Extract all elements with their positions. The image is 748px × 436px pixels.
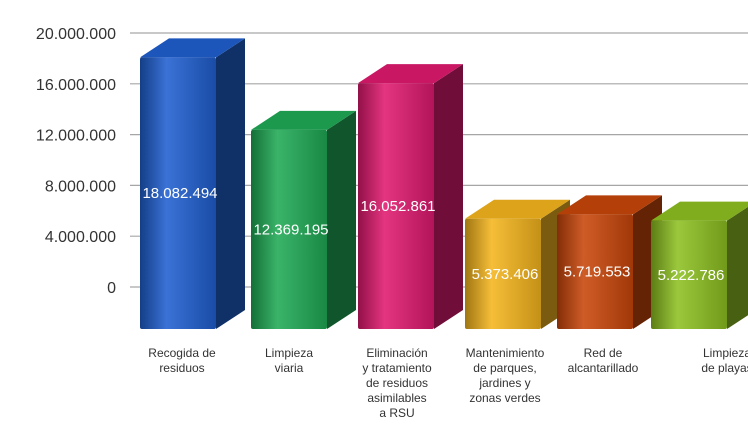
- bars: [140, 38, 748, 329]
- data-label: 18.082.494: [142, 185, 217, 202]
- data-label: 12.369.195: [253, 221, 328, 238]
- bar: [140, 38, 245, 329]
- y-tick-label: 8.000.000: [45, 178, 116, 195]
- y-tick-label: 0: [107, 280, 116, 297]
- data-label: 5.222.786: [658, 267, 725, 284]
- y-tick-label: 12.000.000: [36, 128, 116, 145]
- y-axis-ticks: 0 4.000.000 8.000.000 12.000.000 16.000.000 2…: [36, 26, 116, 297]
- category-labels: Recogida de residuos Limpieza viaria Elimina…: [148, 346, 748, 420]
- bar: [465, 199, 570, 329]
- bar: [557, 195, 662, 329]
- category-label: Mantenimiento de parques, jardines y zonas …: [466, 346, 545, 405]
- data-labels: 18.082.494 12.369.195 16.052.861 5.373.406 5…: [142, 185, 724, 284]
- data-label: 5.719.553: [564, 264, 631, 281]
- bar: [358, 64, 463, 329]
- category-label: Recogida de residuos: [148, 346, 216, 375]
- category-label: Eliminación y tratamiento de residuos asimi…: [362, 346, 432, 420]
- category-label: Limpieza de playas: [701, 346, 748, 375]
- data-label: 5.373.406: [472, 266, 539, 283]
- y-tick-label: 16.000.000: [36, 77, 116, 94]
- data-label: 16.052.861: [360, 198, 435, 215]
- category-label: Red de alcantarillado: [568, 346, 639, 375]
- bar: [651, 201, 748, 329]
- y-tick-label: 20.000.000: [36, 26, 116, 43]
- y-tick-label: 4.000.000: [45, 229, 116, 246]
- category-label: Limpieza viaria: [265, 346, 313, 375]
- bar: [251, 110, 356, 329]
